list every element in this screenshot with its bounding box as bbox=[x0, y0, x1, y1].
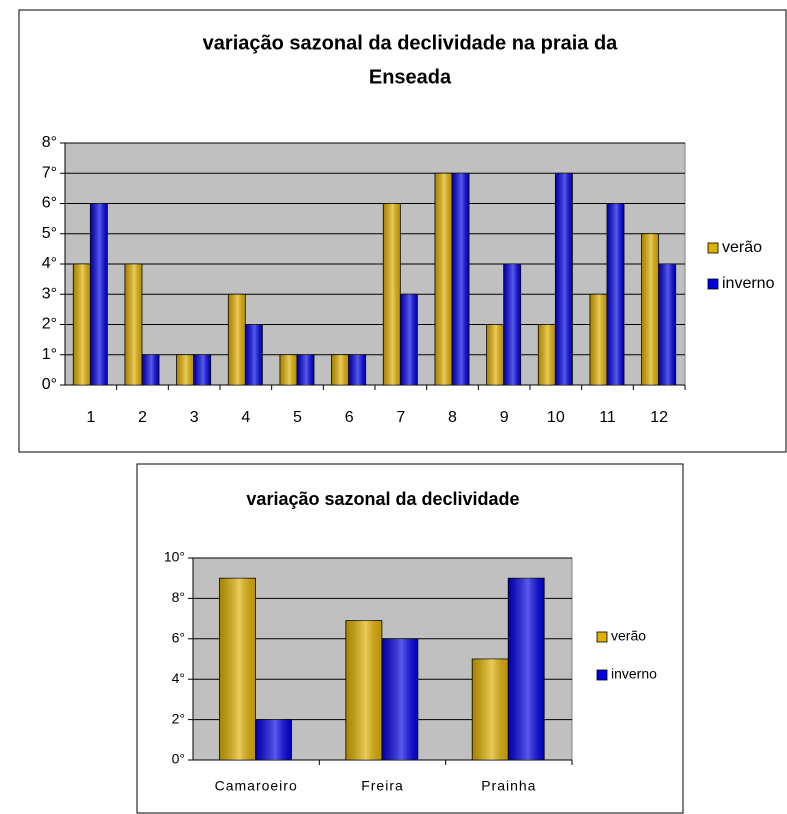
x-tick-label: 4 bbox=[241, 409, 250, 426]
legend-label: inverno bbox=[611, 666, 657, 682]
y-tick-label: 6° bbox=[42, 195, 57, 212]
y-tick-label: 2° bbox=[172, 710, 185, 726]
bar-shine bbox=[255, 719, 292, 760]
x-tick-label: 2 bbox=[138, 409, 147, 426]
bar-shine bbox=[381, 638, 418, 760]
bar-shine bbox=[279, 354, 297, 385]
bar-shine bbox=[434, 173, 452, 385]
chart-title: variação sazonal da declividade bbox=[246, 489, 519, 509]
x-tick-label: 3 bbox=[190, 409, 199, 426]
chart-title: variação sazonal da declividade na praia… bbox=[203, 32, 619, 54]
x-tick-label: 12 bbox=[650, 409, 668, 426]
bar-shine bbox=[508, 578, 545, 760]
x-tick-label: 11 bbox=[599, 409, 616, 426]
bar-shine bbox=[331, 354, 349, 385]
legend-swatch bbox=[707, 278, 719, 290]
bar-shine bbox=[73, 264, 91, 385]
x-tick-label: Camaroeiro bbox=[215, 778, 298, 794]
y-tick-label: 0° bbox=[172, 751, 185, 767]
bar-shine bbox=[176, 354, 194, 385]
bar-shine bbox=[296, 354, 315, 385]
y-tick-label: 5° bbox=[42, 225, 57, 242]
x-tick-label: 8 bbox=[448, 409, 457, 426]
bar-shine bbox=[503, 264, 521, 385]
bar-shine bbox=[538, 324, 556, 385]
y-tick-label: 7° bbox=[42, 164, 57, 181]
bar-shine bbox=[90, 203, 108, 385]
y-tick-label: 1° bbox=[42, 346, 57, 363]
legend-label: verão bbox=[722, 239, 762, 256]
legend-swatch bbox=[596, 631, 608, 643]
bar-shine bbox=[641, 233, 659, 385]
bar-shine bbox=[589, 294, 607, 385]
x-tick-label: 6 bbox=[345, 409, 354, 426]
x-tick-label: 7 bbox=[396, 409, 405, 426]
bar-shine bbox=[228, 294, 246, 385]
bar-shine bbox=[141, 354, 160, 385]
bar-shine bbox=[345, 620, 382, 760]
bar-shine bbox=[658, 264, 676, 385]
bar-shine bbox=[383, 203, 401, 385]
bar-shine bbox=[606, 203, 625, 385]
bar-shine bbox=[124, 264, 142, 385]
y-tick-label: 10° bbox=[164, 549, 185, 565]
x-tick-label: 10 bbox=[547, 409, 565, 426]
y-tick-label: 6° bbox=[172, 630, 185, 646]
y-tick-label: 4° bbox=[172, 670, 185, 686]
y-tick-label: 2° bbox=[42, 316, 57, 333]
y-tick-label: 0° bbox=[42, 376, 57, 393]
x-tick-label: Prainha bbox=[481, 778, 536, 794]
bar-shine bbox=[245, 324, 263, 385]
y-tick-label: 8° bbox=[42, 134, 57, 151]
title-group: variação sazonal da declividade bbox=[246, 489, 519, 509]
bar-shine bbox=[486, 324, 504, 385]
bar-shine bbox=[555, 173, 573, 385]
x-tick-label: 5 bbox=[293, 409, 302, 426]
title-group: variação sazonal da declividade na praia… bbox=[203, 32, 619, 88]
x-tick-label: Freira bbox=[361, 778, 404, 794]
bar-shine bbox=[400, 294, 418, 385]
chart-title: Enseada bbox=[369, 66, 452, 88]
y-tick-label: 3° bbox=[42, 285, 57, 302]
bar-shine bbox=[472, 659, 509, 760]
y-tick-label: 8° bbox=[172, 589, 185, 605]
x-tick-label: 9 bbox=[500, 409, 509, 426]
bar-shine bbox=[219, 578, 256, 760]
legend-label: inverno bbox=[722, 275, 775, 292]
x-tick-label: 1 bbox=[86, 409, 95, 426]
legend-swatch bbox=[596, 669, 608, 681]
bar-shine bbox=[451, 173, 470, 385]
bar-shine bbox=[193, 354, 211, 385]
legend-label: verão bbox=[611, 628, 646, 644]
legend-swatch bbox=[707, 242, 719, 254]
bar-shine bbox=[348, 354, 366, 385]
y-tick-label: 4° bbox=[42, 255, 57, 272]
